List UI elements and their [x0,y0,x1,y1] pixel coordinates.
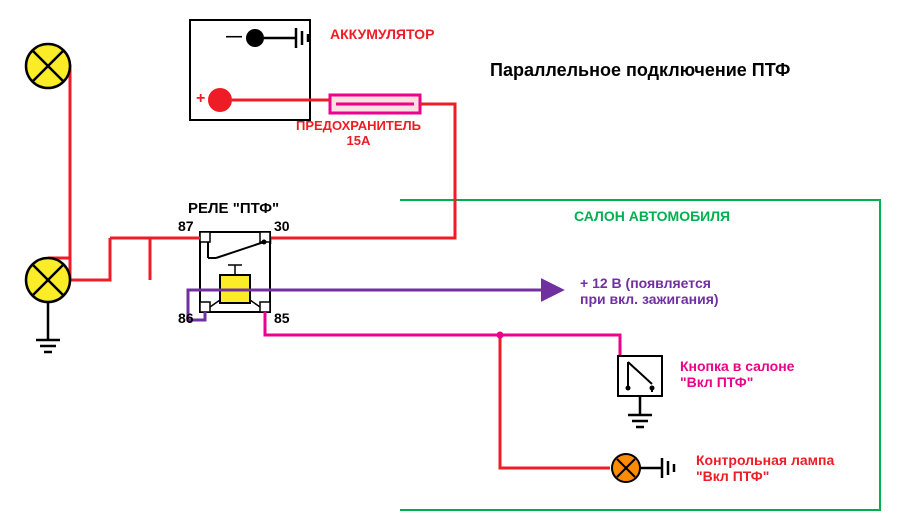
indicator-ground [640,458,674,478]
lamps-ground-symbol [36,340,60,352]
button-label: Кнопка в салоне "Вкл ПТФ" [680,358,794,390]
wire-lamp-trunk [48,90,70,258]
wire-relay87-to-lamps [110,238,200,280]
relay-pin-87 [200,232,210,242]
battery-minus: — [226,28,242,46]
battery-minus-terminal [246,29,264,47]
relay-title: РЕЛЕ "ПТФ" [188,200,279,217]
pin30-label: 30 [274,218,290,234]
pin86-label: 86 [178,310,194,326]
button-ground [628,396,652,427]
indicator-label: Контрольная лампа "Вкл ПТФ" [696,452,834,484]
battery-plus-terminal [208,88,232,112]
battery-plus: + [196,90,205,108]
interior-label: САЛОН АВТОМОБИЛЯ [574,208,730,224]
relay-pin-85 [260,302,270,312]
relay-pin-86 [200,302,210,312]
battery-label: АККУМУЛЯТОР [330,26,434,42]
wire-button [265,312,620,360]
pin85-label: 85 [274,310,290,326]
button-body [618,356,662,396]
title: Параллельное подключение ПТФ [490,60,790,81]
wire-indicator [500,335,610,468]
pin87-label: 87 [178,218,194,234]
fuse-label: ПРЕДОХРАНИТЕЛЬ 15А [296,118,421,148]
ignition-label: + 12 В (появляется при вкл. зажигания) [580,275,719,307]
